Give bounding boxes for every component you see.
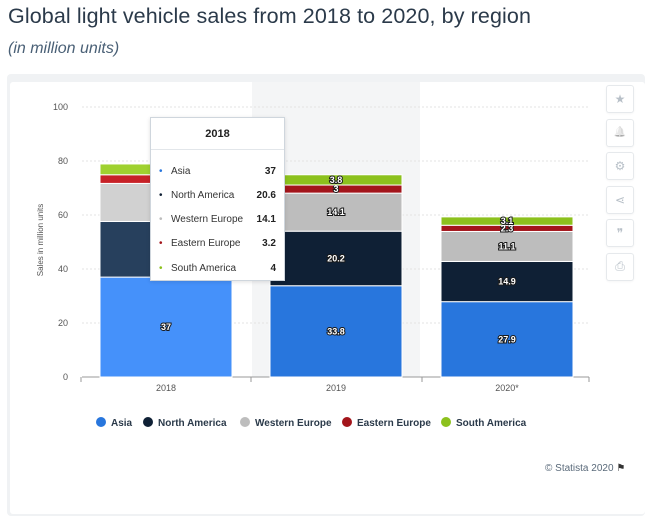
x-tick-label: 2019	[326, 383, 346, 393]
data-label: 3.1	[501, 216, 514, 226]
y-axis-label: Sales in million units	[36, 204, 45, 276]
tooltip-value: 37	[264, 165, 276, 177]
tooltip-swatch: •	[159, 238, 163, 250]
chart-title: Global light vehicle sales from 2018 to …	[8, 4, 532, 28]
y-tick-label: 40	[58, 264, 68, 274]
bar-segment[interactable]	[440, 260, 574, 303]
favorite-button[interactable]: ★	[606, 85, 634, 113]
legend-label: Eastern Europe	[357, 418, 431, 429]
bar-segment[interactable]	[440, 301, 574, 378]
legend-item[interactable]: North America	[143, 417, 227, 429]
tooltip-row: • South America 4	[159, 261, 276, 275]
chart-subtitle: (in million units)	[8, 40, 120, 57]
data-label: 27.9	[498, 334, 516, 344]
legend-label: Western Europe	[255, 418, 332, 429]
tooltip-label: North America	[171, 189, 235, 201]
settings-button[interactable]: ⚙	[606, 152, 634, 180]
x-tick-label: 2018	[156, 383, 176, 393]
tooltip-label: Eastern Europe	[171, 238, 241, 250]
legend-swatch	[96, 417, 106, 427]
star-icon: ★	[614, 92, 626, 106]
flag-icon: ⚑	[616, 463, 626, 474]
tooltip-row: • Western Europe 14.1	[159, 213, 276, 227]
tooltip-swatch: •	[159, 189, 163, 201]
tooltip-swatch: •	[159, 165, 163, 177]
data-label: 3	[333, 184, 338, 194]
data-label: 20.2	[327, 253, 345, 263]
tooltip-swatch: •	[159, 214, 163, 226]
statista-credit[interactable]: © Statista 2020 ⚑	[545, 463, 625, 474]
print-button[interactable]: ⎙	[606, 252, 634, 281]
legend-swatch	[143, 417, 153, 427]
y-tick-label: 80	[58, 156, 68, 166]
legend-swatch	[342, 417, 352, 427]
tooltip-value: 14.1	[256, 214, 276, 226]
data-label: 11.1	[498, 241, 515, 251]
tooltip-label: Asia	[171, 165, 191, 177]
data-label: 14.9	[498, 277, 516, 287]
y-tick-label: 20	[58, 318, 68, 328]
legend-item[interactable]: Asia	[96, 417, 133, 429]
tooltip-value: 3.2	[262, 238, 276, 250]
tooltip-value: 4	[270, 262, 276, 274]
tooltip-swatch: •	[159, 262, 163, 274]
bar-segment[interactable]	[440, 216, 574, 226]
data-label: 37	[161, 322, 171, 332]
legend-item[interactable]: Eastern Europe	[342, 417, 431, 429]
legend-label: South America	[456, 418, 527, 429]
notification-button[interactable]: 🔔	[606, 118, 634, 147]
legend-swatch	[441, 417, 451, 427]
tooltip: 2018 • Asia 37 • North America 20.6 • Western E…	[150, 117, 285, 281]
data-label: 14.1	[327, 207, 345, 217]
tooltip-row: • Eastern Europe 3.2	[159, 237, 276, 251]
tooltip-label: Western Europe	[171, 214, 244, 226]
legend-label: Asia	[111, 418, 133, 429]
tooltip-row: • Asia 37	[159, 164, 276, 178]
tooltip-title: 2018	[151, 118, 284, 150]
credit-text: © Statista 2020	[545, 463, 614, 474]
tooltip-label: South America	[171, 262, 237, 274]
data-label: 33.8	[327, 326, 345, 336]
share-icon: ⋖	[614, 192, 626, 207]
y-tick-label: 60	[58, 210, 68, 220]
printer-icon: ⎙	[615, 259, 625, 273]
bar-segment[interactable]	[269, 230, 403, 287]
share-button[interactable]: ⋖	[606, 185, 634, 214]
quote-icon: ❞	[616, 226, 624, 240]
bell-icon: 🔔	[613, 127, 627, 138]
legend-swatch	[240, 417, 250, 427]
cite-button[interactable]: ❞	[606, 219, 634, 247]
tooltip-row: • North America 20.6	[159, 188, 276, 202]
x-tick-label: 2020*	[495, 383, 519, 393]
data-label: 3.8	[330, 175, 343, 185]
legend-item[interactable]: South America	[441, 417, 527, 429]
legend-item[interactable]: Western Europe	[240, 417, 332, 429]
legend-label: North America	[158, 418, 227, 429]
tooltip-value: 20.6	[256, 189, 276, 201]
y-tick-label: 0	[63, 372, 68, 382]
y-tick-label: 100	[53, 102, 68, 112]
bar-segment[interactable]	[269, 285, 403, 378]
gear-icon: ⚙	[614, 159, 626, 173]
